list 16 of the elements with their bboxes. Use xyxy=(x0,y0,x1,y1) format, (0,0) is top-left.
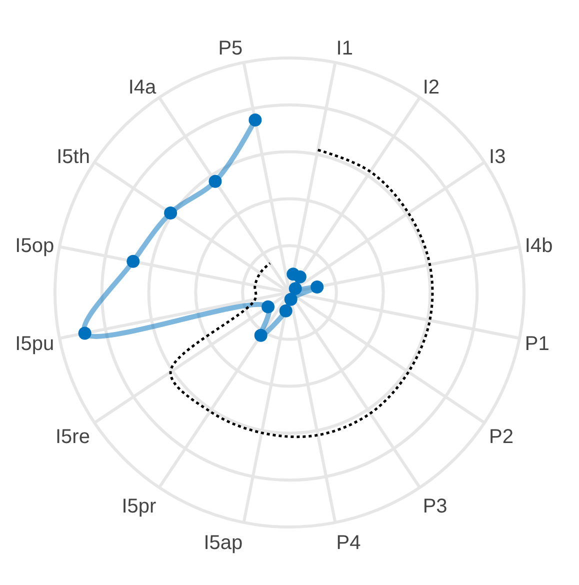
spoke-label: I2 xyxy=(422,76,440,99)
spoke-label: I5re xyxy=(55,426,90,448)
spoke-label: I4b xyxy=(524,234,553,257)
spoke-label: I4a xyxy=(128,76,158,99)
spoke-label: P1 xyxy=(524,333,550,356)
spoke-label: I5th xyxy=(56,146,90,168)
spoke-label: I5op xyxy=(15,234,54,257)
spoke-label: P2 xyxy=(489,426,514,448)
spoke-label: P3 xyxy=(422,496,448,518)
spoke-label: P4 xyxy=(336,532,361,554)
spoke-label: I5pu xyxy=(15,333,54,356)
spoke-label: I5pr xyxy=(122,496,156,518)
spoke-label: P5 xyxy=(218,38,243,60)
spoke-label: I1 xyxy=(336,38,354,60)
spoke-label: I3 xyxy=(489,146,506,168)
spoke-label: I5ap xyxy=(204,532,243,554)
